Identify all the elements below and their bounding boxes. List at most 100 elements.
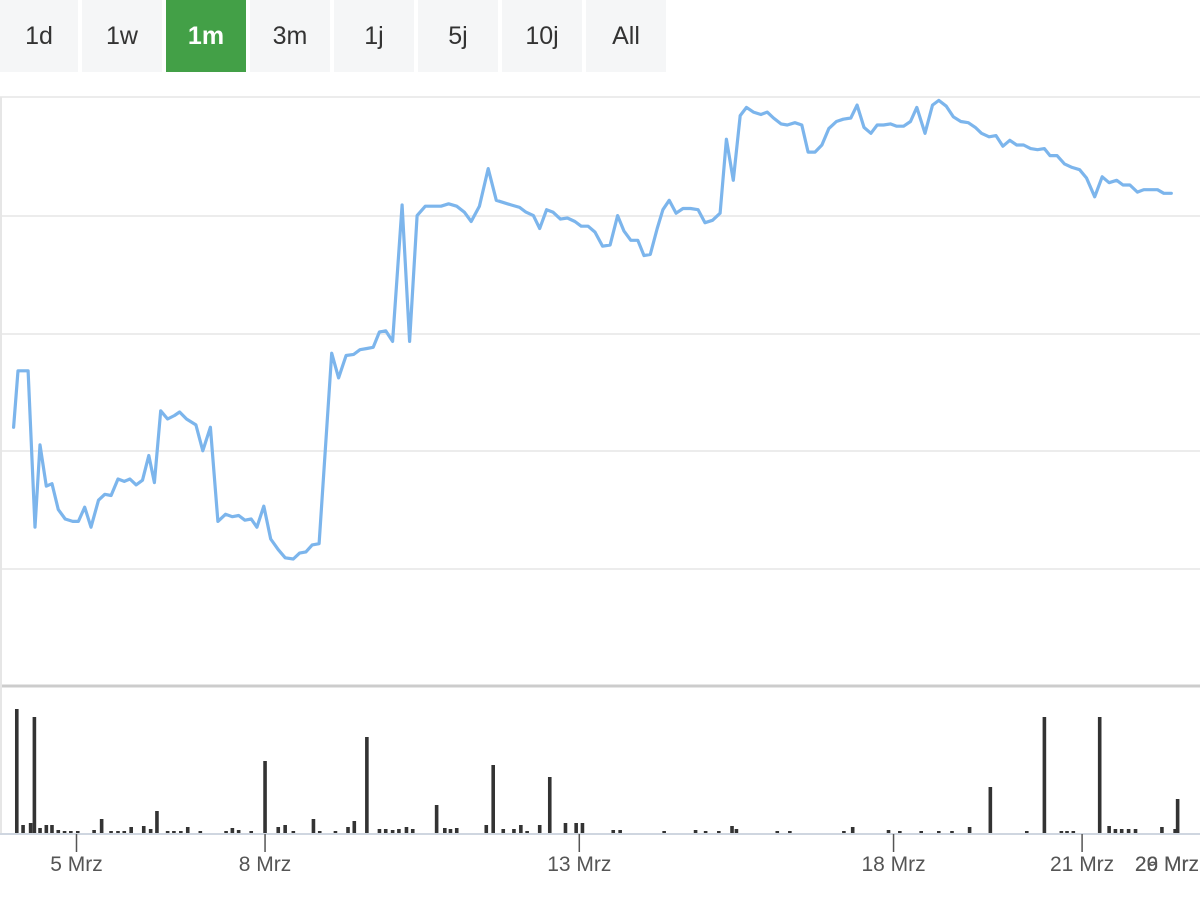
volume-bar: [1119, 829, 1124, 833]
volume-bar: [519, 825, 523, 833]
volume-bar: [198, 831, 203, 833]
volume-bar: [1071, 831, 1076, 833]
volume-bar: [249, 831, 254, 833]
range-button-5j[interactable]: 5j: [418, 0, 498, 72]
range-button-1j[interactable]: 1j: [334, 0, 414, 72]
volume-bar: [50, 825, 54, 833]
volume-bar: [179, 831, 183, 833]
volume-bar: [937, 831, 941, 833]
volume-bar: [311, 819, 316, 833]
range-button-10j[interactable]: 10j: [502, 0, 582, 72]
volume-bar: [383, 829, 388, 833]
volume-bar: [346, 827, 350, 833]
volume-bar: [333, 831, 338, 833]
volume-bar: [230, 828, 235, 833]
volume-bar: [62, 831, 67, 833]
x-tick-label: 5 Mrz: [50, 853, 103, 876]
range-button-1w[interactable]: 1w: [82, 0, 162, 72]
volume-bar: [365, 737, 369, 833]
volume-bar: [967, 827, 972, 833]
volume-bar: [185, 827, 190, 833]
volume-bar: [92, 830, 96, 833]
volume-bar: [109, 831, 113, 833]
x-tick-label: 8 Mrz: [239, 853, 292, 876]
volume-bar: [988, 787, 993, 833]
volume-bar: [352, 821, 357, 833]
volume-bar: [734, 829, 739, 833]
grid-lines: [0, 96, 1200, 834]
volume-bar: [693, 830, 698, 833]
volume-bar: [56, 830, 61, 833]
volume-bar: [484, 825, 489, 833]
volume-bar: [1059, 831, 1064, 833]
range-button-3m[interactable]: 3m: [250, 0, 330, 72]
volume-bar: [730, 826, 734, 833]
volume-bar: [662, 831, 666, 833]
volume-bar: [172, 831, 176, 833]
volume-bar: [1024, 831, 1029, 833]
range-selector: 1d 1w 1m 3m 1j 5j 10j All: [0, 0, 670, 72]
volume-bar: [563, 823, 568, 833]
volume-bar: [165, 831, 170, 833]
plot-background: [0, 96, 1200, 688]
volume-bar: [580, 823, 585, 833]
volume-bar: [116, 831, 120, 833]
volume-bar: [454, 828, 459, 833]
volume-bar: [443, 828, 447, 833]
volume-bar: [404, 827, 409, 833]
volume-bar: [842, 831, 846, 833]
x-tick-label: 21 Mrz: [1050, 853, 1114, 876]
volume-bar: [775, 831, 780, 833]
volume-bar: [717, 831, 721, 833]
volume-bar: [410, 829, 415, 833]
x-tick-label: 29 Mrz: [1135, 853, 1199, 876]
volume-bar: [618, 830, 622, 833]
volume-bar: [28, 823, 33, 833]
volume-bar: [1113, 829, 1118, 833]
volume-bar: [950, 831, 954, 833]
volume-bar: [1126, 829, 1131, 833]
volume-bar: [75, 831, 80, 833]
volume-bar: [448, 829, 453, 833]
volume-bar: [283, 825, 287, 833]
volume-bar: [263, 761, 267, 833]
volume-bar: [38, 828, 42, 833]
volume-bar: [886, 830, 891, 833]
price-line: [12, 98, 1173, 561]
volume-bars: [14, 709, 1180, 833]
price-line-group: [12, 98, 1173, 561]
volume-bar: [491, 765, 495, 833]
volume-bar: [21, 825, 25, 833]
volume-bar: [525, 831, 529, 833]
range-button-1d[interactable]: 1d: [0, 0, 78, 72]
volume-bar: [1107, 826, 1111, 833]
volume-bar: [1160, 827, 1164, 833]
volume-bar: [1173, 829, 1177, 833]
volume-bar: [224, 831, 228, 833]
volume-bar: [390, 830, 395, 833]
volume-bar: [14, 709, 19, 833]
volume-bar: [434, 805, 439, 833]
volume-bar: [574, 823, 578, 833]
volume-bar: [129, 827, 133, 833]
volume-bar: [919, 831, 924, 833]
volume-bar: [512, 829, 516, 833]
volume-bar: [291, 831, 296, 833]
x-tick-label: 18 Mrz: [861, 853, 925, 876]
volume-bar: [317, 831, 322, 833]
volume-bar: [236, 830, 241, 833]
range-button-all[interactable]: All: [586, 0, 666, 72]
volume-bar: [141, 826, 146, 833]
range-button-1m[interactable]: 1m: [166, 0, 246, 72]
volume-bar: [547, 777, 552, 833]
volume-bar: [850, 827, 855, 833]
volume-bar: [1042, 717, 1047, 833]
x-tick-label: 26 Mrz: [1135, 853, 1199, 876]
volume-bar: [537, 825, 542, 833]
volume-bar: [1175, 799, 1180, 833]
volume-bar: [155, 811, 159, 833]
volume-bar: [122, 831, 127, 833]
volume-bar: [99, 819, 104, 833]
